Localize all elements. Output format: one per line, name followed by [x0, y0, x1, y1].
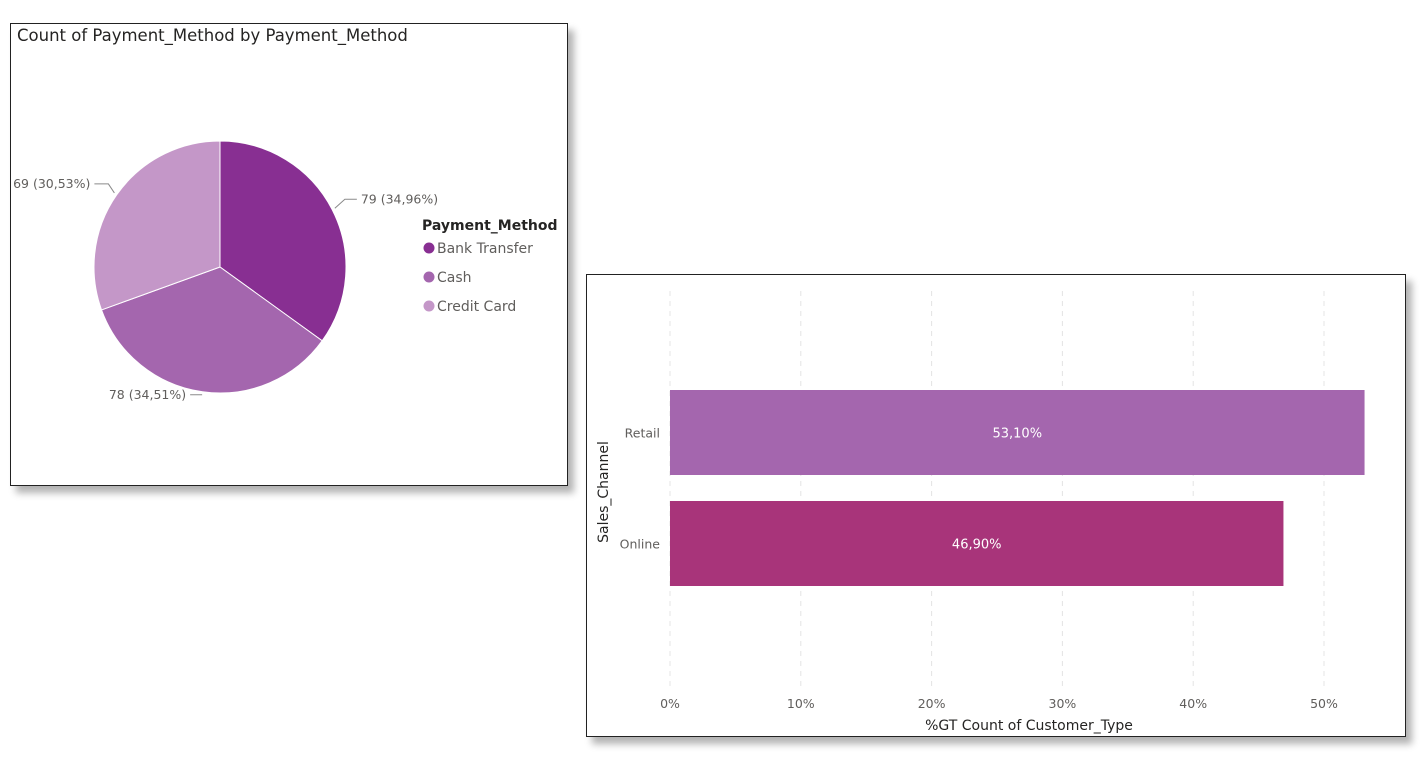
legend-marker-credit-card [423, 300, 435, 312]
pie-slice-cash[interactable] [100, 266, 323, 394]
y-axis-title: Sales_Channel [596, 441, 612, 543]
pie-slice-bank-transfer[interactable] [219, 140, 347, 342]
bar-data-label: 53,10% [992, 427, 1042, 442]
y-category-label: Online [620, 537, 661, 552]
pie-data-label: 69 (30,53%) [13, 176, 90, 191]
pie-chart: 79 (34,96%) 78 (34,51%) 69 (30,53%) Payment… [13, 140, 558, 402]
pie-slice-credit-card[interactable] [93, 140, 221, 311]
bar-retail[interactable] [670, 390, 1365, 475]
bar-chart-visual[interactable]: 0% 10% 20% 30% 40% 50% 53,10% Retail 46,90% Onlin… [586, 274, 1406, 737]
x-tick-label: 10% [787, 696, 815, 711]
pie-leader-line [334, 198, 357, 209]
bar-data-label: 46,90% [952, 538, 1002, 553]
x-tick-label: 50% [1310, 696, 1338, 711]
legend-marker-cash [423, 271, 435, 283]
legend-item-label: Bank Transfer [437, 241, 533, 257]
pie-data-label: 79 (34,96%) [361, 191, 438, 206]
bar-online[interactable] [670, 501, 1284, 586]
pie-leader-line [94, 183, 115, 194]
x-tick-label: 20% [918, 696, 946, 711]
pie-data-label: 78 (34,51%) [109, 387, 186, 402]
x-tick-label: 40% [1179, 696, 1207, 711]
pie-chart-title: Count of Payment_Method by Payment_Metho… [17, 26, 408, 45]
y-category-label: Retail [625, 426, 660, 441]
legend-marker-bank-transfer [423, 242, 435, 254]
legend-title: Payment_Method [422, 218, 558, 234]
legend-item-label: Credit Card [437, 299, 516, 315]
bar-chart: 0% 10% 20% 30% 40% 50% 53,10% Retail 46,90% Onlin… [596, 291, 1365, 734]
x-axis-title: %GT Count of Customer_Type [925, 718, 1133, 734]
x-tick-label: 30% [1049, 696, 1077, 711]
x-tick-label: 0% [660, 696, 680, 711]
legend-item-label: Cash [437, 270, 472, 286]
pie-chart-visual[interactable]: Count of Payment_Method by Payment_Metho… [10, 23, 568, 486]
